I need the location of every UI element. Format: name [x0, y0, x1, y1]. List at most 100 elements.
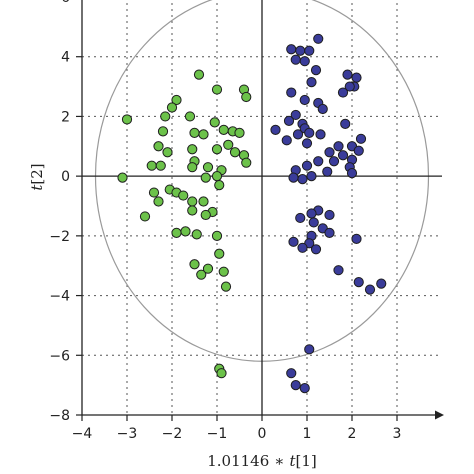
data-point-green: [211, 171, 223, 182]
data-point-blue: [337, 150, 349, 161]
data-point-green: [146, 160, 157, 171]
data-point-green: [241, 157, 252, 168]
data-point-blue: [286, 44, 297, 55]
data-point-blue: [346, 168, 358, 179]
data-point-green: [160, 111, 171, 122]
data-point-green: [162, 147, 173, 158]
data-point-green: [202, 162, 214, 173]
data-point-green: [200, 209, 211, 221]
data-point-green: [189, 127, 200, 138]
data-point-green: [229, 147, 241, 158]
data-point-green: [209, 117, 220, 128]
data-point-blue: [304, 45, 315, 56]
data-point-green: [171, 94, 182, 106]
data-point-blue: [304, 344, 315, 355]
data-point-green: [153, 196, 164, 207]
y-tick-label: −6: [49, 348, 70, 364]
data-point-blue: [290, 109, 301, 121]
data-point-green: [187, 205, 198, 216]
data-point-green: [214, 248, 225, 259]
data-point-green: [187, 196, 198, 207]
data-point-blue: [297, 242, 308, 253]
data-point-green: [198, 129, 209, 140]
data-point-green: [187, 144, 198, 155]
x-axis-arrow-icon: [435, 410, 444, 420]
data-point-blue: [313, 33, 324, 44]
data-point-green: [234, 127, 245, 138]
data-point-green: [157, 126, 169, 137]
data-point-green: [184, 111, 196, 122]
data-point-green: [193, 69, 205, 80]
data-point-blue: [351, 72, 362, 83]
data-point-blue: [295, 212, 306, 224]
x-tick-label: 3: [393, 426, 402, 442]
data-point-green: [189, 259, 200, 270]
y-tick-label: 4: [61, 50, 70, 66]
data-point-blue: [355, 133, 367, 144]
data-point-blue: [310, 65, 322, 76]
data-point-blue: [306, 171, 317, 182]
y-axis-label-variable: t: [28, 184, 46, 191]
data-point-blue: [301, 138, 313, 149]
axes: [76, 0, 444, 421]
data-point-green: [218, 124, 229, 135]
tick-labels: −4 −3 −2 −1 0 1 2 3 −8 −6 −4 −2 0 2 4 6: [49, 0, 401, 442]
data-point-blue: [281, 135, 292, 146]
data-point-green: [241, 91, 252, 103]
data-point-blue: [286, 368, 297, 379]
data-point-green: [187, 162, 198, 173]
data-point-blue: [324, 147, 335, 158]
data-point-blue: [297, 174, 308, 185]
x-axis-label-prefix: 1.01146: [207, 452, 269, 470]
data-point-green: [216, 368, 227, 379]
data-point-green: [139, 211, 151, 222]
data-point-green: [220, 281, 232, 292]
data-point-blue: [308, 217, 319, 228]
data-point-blue: [364, 284, 376, 295]
data-point-green: [121, 114, 133, 125]
data-point-blue: [313, 156, 324, 167]
data-point-green: [218, 266, 229, 277]
data-point-blue: [324, 209, 335, 221]
data-point-blue: [328, 156, 340, 167]
x-tick-label: −2: [162, 426, 183, 442]
y-axis-label-index: [2]: [28, 163, 46, 184]
data-point-green: [214, 180, 225, 191]
data-point-green: [153, 141, 164, 152]
data-point-green: [178, 190, 189, 201]
x-axis-label: 1.01146 ∗ t[1]: [207, 452, 317, 470]
data-point-blue: [295, 45, 306, 56]
data-point-blue: [299, 383, 310, 394]
data-point-blue: [306, 208, 317, 219]
data-point-blue: [337, 87, 349, 98]
x-tick-label: 0: [258, 426, 267, 442]
data-point-blue: [299, 56, 310, 67]
x-axis-label-variable: t: [289, 452, 296, 470]
data-point-green: [191, 229, 202, 240]
data-point-blue: [351, 233, 362, 244]
data-point-blue: [324, 227, 335, 238]
data-point-blue: [340, 118, 351, 129]
data-point-green: [211, 230, 223, 241]
data-point-blue: [288, 236, 299, 247]
data-point-blue: [292, 129, 304, 140]
data-point-blue: [299, 94, 310, 106]
x-axis-label-operator: ∗: [274, 452, 284, 470]
x-tick-label: −3: [117, 426, 138, 442]
data-point-blue: [333, 141, 344, 152]
y-tick-label: 6: [61, 0, 70, 6]
data-point-blue: [290, 54, 301, 65]
data-point-blue: [344, 81, 355, 92]
data-point-blue: [333, 265, 344, 276]
data-point-blue: [306, 76, 317, 88]
data-point-blue: [270, 124, 281, 135]
y-tick-label: 0: [61, 169, 70, 185]
data-point-blue: [353, 145, 364, 156]
data-point-blue: [322, 166, 333, 177]
data-point-green: [166, 102, 178, 113]
y-tick-label: 2: [61, 109, 70, 125]
data-point-blue: [353, 277, 364, 288]
data-point-blue: [342, 69, 353, 80]
data-point-green: [211, 144, 223, 155]
